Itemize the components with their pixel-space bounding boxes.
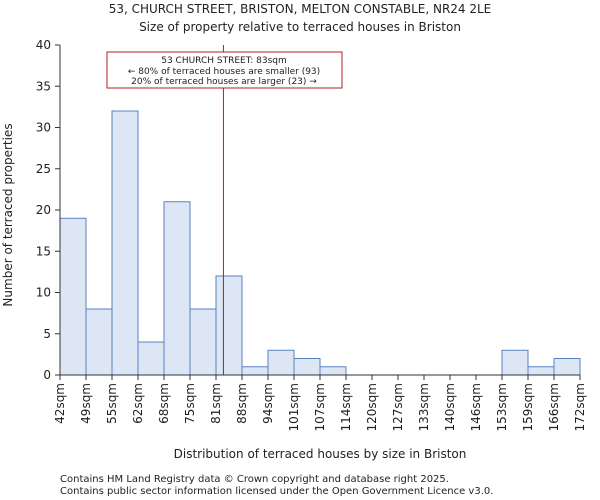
x-tick-label: 107sqm <box>313 383 327 431</box>
footer-line2: Contains public sector information licen… <box>60 486 493 497</box>
y-tick-label: 0 <box>43 368 51 382</box>
annotation-box: 53 CHURCH STREET: 83sqm ← 80% of terrace… <box>106 51 343 89</box>
y-tick-label: 35 <box>36 79 51 93</box>
x-tick-label: 62sqm <box>131 383 145 424</box>
x-tick-label: 127sqm <box>391 383 405 431</box>
y-tick-label: 40 <box>36 38 51 52</box>
y-tick-label: 5 <box>43 327 51 341</box>
y-axis: 0 5 10 15 20 25 30 35 40 <box>36 38 61 382</box>
bar-94sqm <box>267 349 295 376</box>
x-tick-label: 153sqm <box>495 383 509 431</box>
x-tick-label: 133sqm <box>417 383 431 431</box>
bar-107sqm <box>319 366 347 376</box>
bars <box>59 110 581 376</box>
x-tick-label: 55sqm <box>105 383 119 424</box>
x-tick-label: 81sqm <box>209 383 223 424</box>
bar-81sqm <box>215 275 243 376</box>
y-tick-label: 25 <box>36 162 51 176</box>
y-tick-label: 15 <box>36 244 51 258</box>
chart-subtitle: Size of property relative to terraced ho… <box>139 20 461 34</box>
annotation-line1: 53 CHURCH STREET: 83sqm <box>161 56 287 66</box>
x-tick-label: 88sqm <box>235 383 249 424</box>
x-tick-label: 159sqm <box>521 383 535 431</box>
annotation-frame <box>106 51 343 89</box>
footer-line1: Contains HM Land Registry data © Crown c… <box>60 474 449 485</box>
x-tick-label: 166sqm <box>547 383 561 431</box>
x-tick-label: 42sqm <box>53 383 67 424</box>
x-tick-label: 140sqm <box>443 383 457 431</box>
x-tick-label: 94sqm <box>261 383 275 424</box>
bar-159sqm <box>527 366 555 376</box>
bar-49sqm <box>85 308 113 376</box>
bar-153sqm <box>501 349 529 376</box>
annotation-line2: ← 80% of terraced houses are smaller (93… <box>128 67 320 77</box>
y-tick-label: 30 <box>36 121 51 135</box>
bar-68sqm <box>163 201 191 376</box>
x-axis: 42sqm 49sqm 55sqm 62sqm 68sqm 75sqm 81sqm 88sqm… <box>53 374 587 431</box>
bar-55sqm <box>111 110 139 376</box>
x-tick-label: 146sqm <box>469 383 483 431</box>
x-axis-label: Distribution of terraced houses by size … <box>174 447 467 461</box>
x-tick-label: 101sqm <box>287 383 301 431</box>
y-tick-label: 10 <box>36 286 51 300</box>
x-tick-label: 49sqm <box>79 383 93 424</box>
x-tick-label: 68sqm <box>157 383 171 424</box>
x-tick-label: 114sqm <box>339 383 353 431</box>
annotation-line3: 20% of terraced houses are larger (23) → <box>131 77 317 87</box>
bar-88sqm <box>241 366 269 376</box>
bar-166sqm <box>553 358 581 376</box>
chart-title: 53, CHURCH STREET, BRISTON, MELTON CONST… <box>109 2 492 16</box>
bar-75sqm <box>189 308 217 376</box>
bar-42sqm <box>59 217 87 376</box>
x-tick-label: 75sqm <box>183 383 197 424</box>
bar-101sqm <box>293 358 321 376</box>
x-tick-label: 172sqm <box>573 383 587 431</box>
y-axis-label: Number of terraced properties <box>1 123 15 306</box>
y-tick-label: 20 <box>36 203 51 217</box>
x-tick-label: 120sqm <box>365 383 379 431</box>
bar-62sqm <box>137 341 165 376</box>
